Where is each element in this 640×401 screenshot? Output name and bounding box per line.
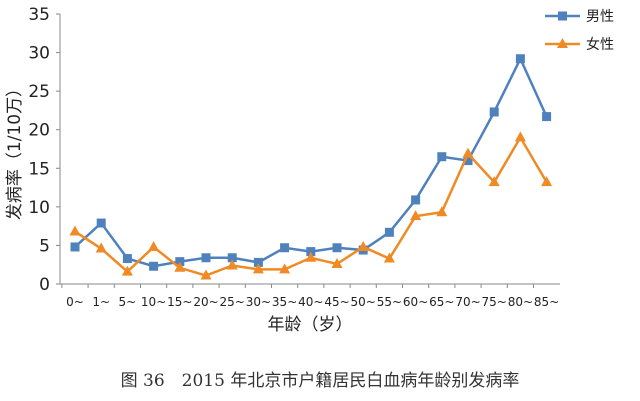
data-point-female xyxy=(200,269,212,280)
data-point-female xyxy=(305,251,317,262)
data-point-female xyxy=(331,257,343,268)
legend-label: 男性 xyxy=(586,9,614,25)
series-layer xyxy=(69,54,553,280)
data-point-female xyxy=(462,147,474,158)
legend-marker-triangle xyxy=(557,38,568,48)
data-point-female xyxy=(95,242,107,253)
x-axis-title: 年龄（岁） xyxy=(268,315,353,335)
y-tick-label: 0 xyxy=(39,275,50,295)
data-point-male xyxy=(542,112,552,122)
x-tick-labels: 0~ 1~ 5~ 10~ 15~ 20~ 25~ 30~ 35~ 40~ 45~ 50~ 55~ 60~ 6… xyxy=(61,284,559,309)
data-point-male xyxy=(437,152,447,162)
x-tick-label: 1~ xyxy=(92,295,110,309)
x-tick-label: 60~ xyxy=(403,295,428,309)
data-point-female xyxy=(148,240,160,251)
x-tick-label: 50~ xyxy=(351,295,376,309)
data-point-female xyxy=(410,210,422,221)
y-tick-label: 5 xyxy=(39,236,50,256)
data-point-female xyxy=(488,176,500,187)
x-tick-label: 25~ xyxy=(220,295,245,309)
data-point-female xyxy=(436,206,448,217)
y-tick-label: 35 xyxy=(28,5,50,25)
data-point-male xyxy=(489,107,499,117)
y-tick-label: 20 xyxy=(28,121,50,141)
y-tick-label: 30 xyxy=(28,44,50,64)
data-point-male xyxy=(306,247,316,257)
data-point-female xyxy=(514,131,526,142)
y-tick-label: 10 xyxy=(28,198,50,218)
legend-label: 女性 xyxy=(586,36,614,53)
y-axis-title: 发病率（1/10万） xyxy=(5,80,25,220)
axes xyxy=(59,14,560,285)
data-point-male xyxy=(122,254,132,264)
data-point-female xyxy=(383,252,395,263)
data-point-male xyxy=(463,156,473,166)
x-tick-label: 65~ xyxy=(429,295,454,309)
legend-marker-square xyxy=(558,11,567,21)
data-point-female xyxy=(174,261,186,272)
data-point-female xyxy=(541,176,553,187)
data-point-male xyxy=(96,218,106,228)
data-point-male xyxy=(201,253,211,263)
x-tick-label: 0~ xyxy=(66,295,84,309)
y-tick-label: 25 xyxy=(28,82,50,102)
x-tick-label: 45~ xyxy=(324,295,349,309)
x-tick-label: 85~ xyxy=(534,295,559,309)
data-point-male xyxy=(227,253,237,263)
data-point-female xyxy=(252,263,264,274)
x-tick-label: 30~ xyxy=(246,295,271,309)
data-point-male xyxy=(175,257,185,267)
data-point-male xyxy=(70,242,80,252)
y-tick-label: 15 xyxy=(28,159,50,179)
y-tick-labels: 0 5 10 15 20 25 30 35 xyxy=(28,5,60,295)
data-point-male xyxy=(280,243,290,253)
data-point-male xyxy=(253,257,263,267)
data-point-male xyxy=(149,261,159,271)
x-tick-label: 75~ xyxy=(482,295,507,309)
x-tick-label: 70~ xyxy=(455,295,480,309)
x-tick-label: 40~ xyxy=(298,295,323,309)
data-point-male xyxy=(332,243,342,253)
x-tick-label: 35~ xyxy=(272,295,297,309)
x-tick-label: 55~ xyxy=(377,295,402,309)
x-tick-label: 20~ xyxy=(193,295,218,309)
data-point-male xyxy=(411,195,421,205)
x-tick-label: 10~ xyxy=(141,295,166,309)
data-point-female xyxy=(226,259,238,270)
data-point-male xyxy=(384,227,394,237)
data-point-female xyxy=(69,225,81,236)
x-tick-label: 15~ xyxy=(167,295,192,309)
data-point-female xyxy=(121,265,133,276)
data-point-male xyxy=(515,54,525,64)
x-tick-label: 80~ xyxy=(508,295,533,309)
data-point-female xyxy=(357,240,369,251)
figure-caption: 图 36 2015 年北京市户籍居民白血病年龄别发病率 xyxy=(120,371,520,391)
x-tick-label: 5~ xyxy=(119,295,137,309)
data-point-female xyxy=(279,263,291,274)
